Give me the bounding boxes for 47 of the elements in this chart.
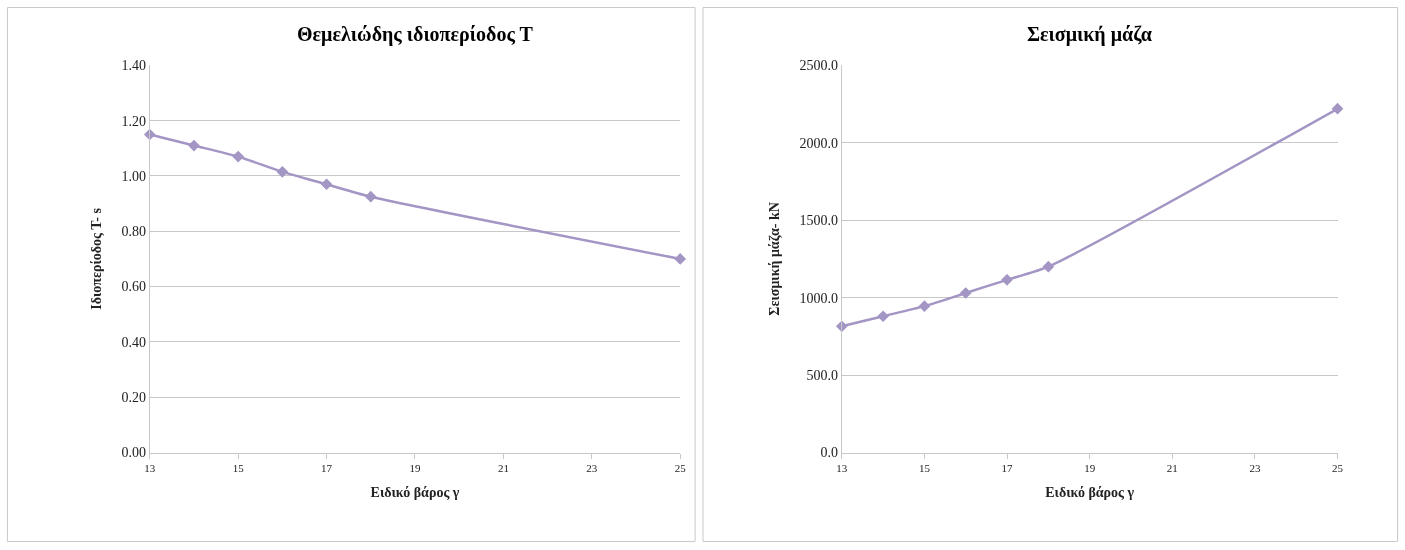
y-tick-label: 2500.0 bbox=[799, 58, 838, 74]
chart-title: Σεισμική μάζα bbox=[1027, 23, 1152, 46]
x-tick-label: 21 bbox=[1166, 461, 1178, 474]
y-tick-label: 1.00 bbox=[121, 168, 146, 184]
point bbox=[364, 190, 377, 203]
x-tick-label: 17 bbox=[1001, 461, 1014, 474]
x-tick-label: 25 bbox=[1332, 461, 1344, 474]
x-tick-label: 25 bbox=[674, 461, 687, 474]
y-tick-label: 0.20 bbox=[121, 390, 146, 406]
x-tick-label: 23 bbox=[1249, 461, 1261, 474]
y-tick-label: 500.0 bbox=[806, 367, 838, 383]
y-tick-label: 2000.0 bbox=[799, 135, 838, 151]
point bbox=[276, 165, 289, 178]
x-tick-label: 19 bbox=[409, 461, 421, 474]
point bbox=[188, 139, 200, 152]
point bbox=[877, 310, 889, 323]
x-tick-label: 13 bbox=[144, 461, 156, 474]
y-tick-label: 0.00 bbox=[121, 445, 146, 461]
x-tick-label: 15 bbox=[918, 461, 931, 474]
y-tick-label: 1.20 bbox=[121, 113, 146, 129]
x-tick-label: 19 bbox=[1084, 461, 1096, 474]
y-tick-label: 0.0 bbox=[820, 445, 838, 461]
y-tick-label: 1.40 bbox=[121, 58, 146, 74]
point bbox=[918, 300, 931, 313]
y-tick-label: 0.40 bbox=[121, 334, 146, 350]
y-tick-label: 1500.0 bbox=[799, 213, 838, 229]
chart-title: Θεμελιώδης ιδιοπερίοδος Τ bbox=[297, 23, 534, 46]
y-tick-label: 1000.0 bbox=[799, 290, 838, 306]
point bbox=[674, 253, 687, 265]
y-axis-title: Σεισμική μάζα- kN bbox=[767, 202, 783, 316]
x-axis-title: Ειδικό βάρος γ bbox=[1045, 485, 1135, 501]
x-tick-label: 23 bbox=[586, 461, 598, 474]
x-axis-title: Ειδικό βάρος γ bbox=[370, 485, 460, 501]
x-tick-label: 15 bbox=[232, 461, 245, 474]
x-tick-label: 13 bbox=[836, 461, 848, 474]
x-tick-label: 17 bbox=[321, 461, 333, 474]
point bbox=[232, 150, 245, 163]
y-tick-label: 0.60 bbox=[121, 279, 146, 295]
point bbox=[1042, 260, 1055, 273]
x-tick-label: 21 bbox=[497, 461, 509, 474]
point bbox=[1001, 273, 1013, 286]
y-tick-label: 0.80 bbox=[121, 224, 146, 240]
point bbox=[1331, 102, 1344, 115]
point bbox=[320, 178, 333, 191]
point bbox=[959, 287, 972, 299]
y-axis-title: Ιδιοπερίοδος Τ- s bbox=[89, 207, 105, 310]
point bbox=[143, 128, 156, 141]
